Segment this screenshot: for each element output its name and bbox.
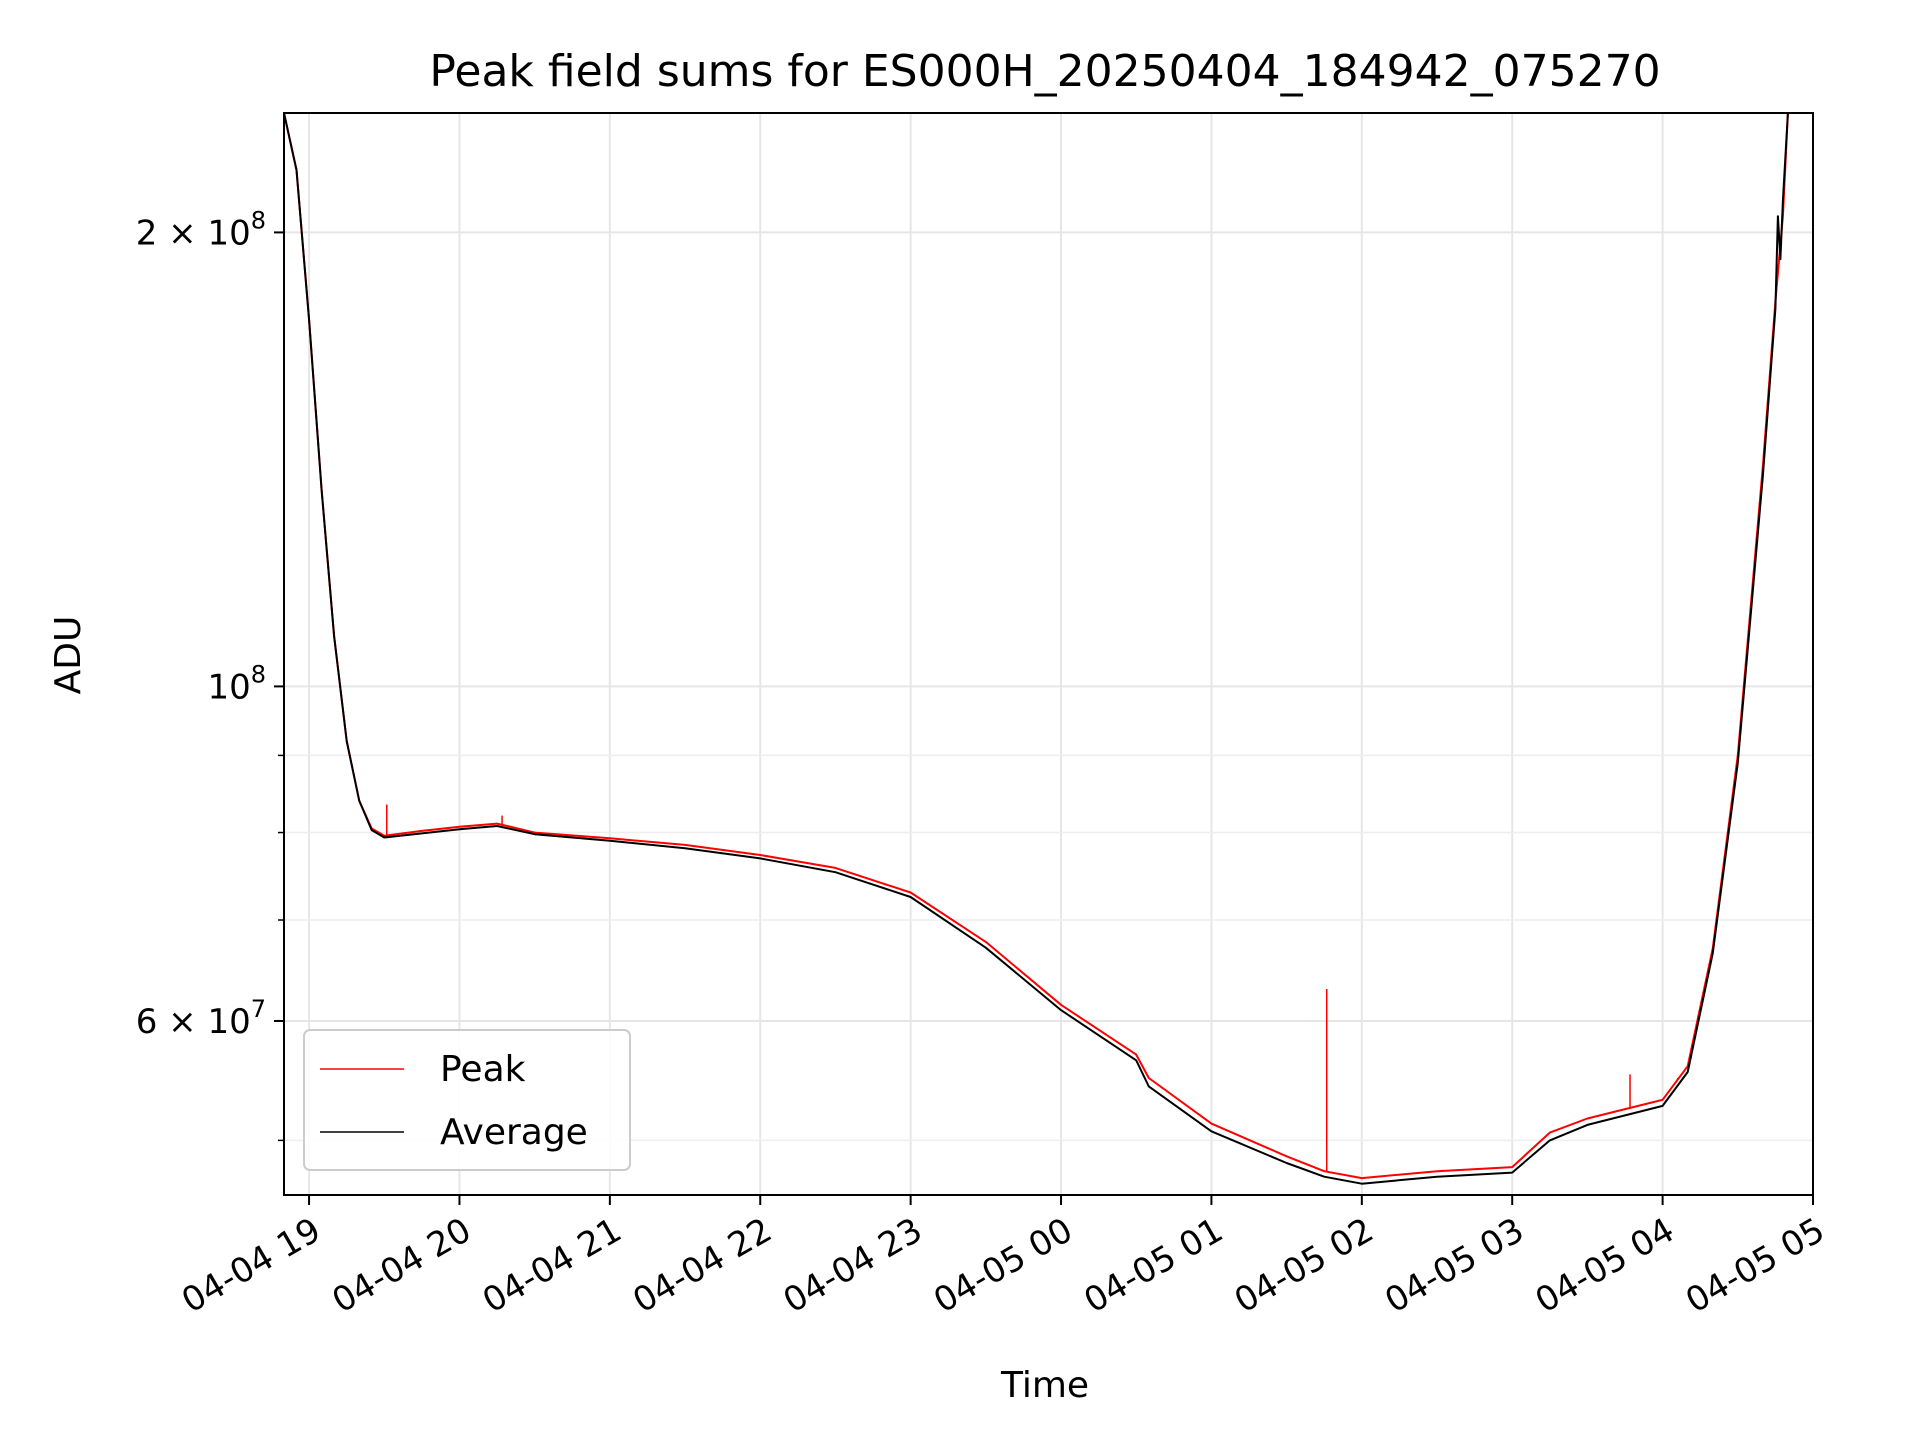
- x-tick-label: 04-05 00: [927, 1210, 1079, 1321]
- x-tick-label: 04-05 03: [1378, 1210, 1530, 1321]
- plot-frame: [283, 112, 1814, 1196]
- x-tick-label: 04-04 19: [175, 1210, 327, 1321]
- chart-title: Peak field sums for ES000H_20250404_1849…: [429, 46, 1660, 97]
- legend-label-peak: Peak: [440, 1049, 526, 1090]
- series-layer: [284, 113, 1789, 1185]
- x-tick-label: 04-04 20: [326, 1210, 478, 1321]
- series-line-peak: [284, 113, 1789, 1180]
- x-tick-label: 04-05 05: [1679, 1210, 1831, 1321]
- x-tick-label: 04-04 22: [626, 1210, 778, 1321]
- y-tick-label: 108: [207, 660, 266, 707]
- legend-box: [303, 1029, 631, 1171]
- x-tick-label: 04-04 23: [777, 1210, 929, 1321]
- x-tick-label: 04-05 02: [1228, 1210, 1380, 1321]
- y-tick-label: 2 × 108: [136, 206, 266, 253]
- x-tick-label: 04-05 04: [1529, 1210, 1681, 1321]
- x-axis-label: Time: [1000, 1365, 1089, 1406]
- y-tick-label: 6 × 107: [136, 995, 266, 1042]
- legend: Peak Average: [303, 1029, 631, 1171]
- y-axis-label: ADU: [48, 616, 89, 695]
- y-axis: 2 × 108 108 6 × 107: [136, 206, 284, 1142]
- x-tick-label: 04-04 21: [476, 1210, 628, 1321]
- legend-label-average: Average: [440, 1112, 588, 1153]
- series-line-average: [284, 113, 1789, 1185]
- x-tick-label: 04-05 01: [1078, 1210, 1230, 1321]
